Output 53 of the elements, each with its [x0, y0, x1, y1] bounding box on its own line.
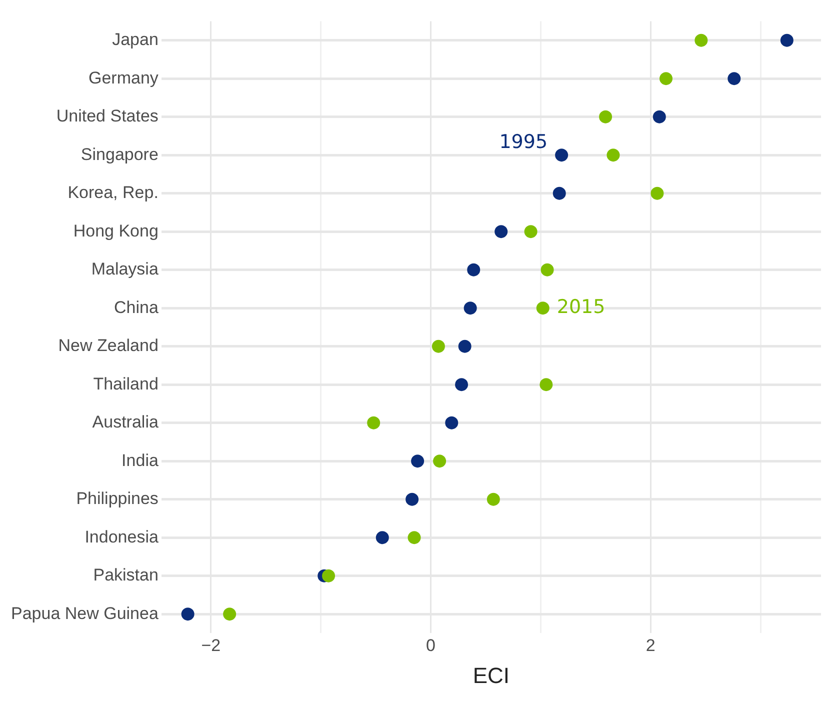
point: [660, 72, 672, 86]
y-tick-label: Thailand: [93, 374, 158, 394]
x-tick-label: 0: [426, 636, 436, 656]
point: [445, 416, 458, 430]
point: [694, 34, 708, 47]
point: [599, 110, 612, 124]
point: [458, 340, 472, 353]
point: [780, 34, 794, 47]
point: [433, 454, 446, 468]
point: [467, 263, 480, 276]
y-tick-label: Australia: [92, 412, 159, 432]
point: [494, 225, 508, 238]
point: [650, 186, 664, 200]
point: [555, 148, 568, 162]
y-tick-label: China: [114, 298, 159, 317]
point: [536, 302, 550, 315]
point: [552, 186, 566, 200]
x-tick-label: −2: [201, 636, 221, 656]
y-tick-label: Pakistan: [93, 566, 158, 585]
point: [223, 608, 236, 621]
point: [322, 569, 336, 582]
y-tick-label: United States: [56, 106, 158, 126]
x-tick-label: 2: [646, 636, 656, 656]
y-tick-label: Indonesia: [84, 527, 159, 546]
y-tick-label: Korea, Rep.: [68, 183, 158, 202]
point: [455, 378, 468, 392]
y-tick-label: Japan: [112, 30, 158, 50]
point: [540, 378, 553, 392]
y-tick-label: Germany: [88, 68, 159, 88]
point: [524, 225, 538, 238]
point: [406, 492, 419, 506]
point: [376, 531, 389, 544]
point: [367, 416, 380, 430]
y-tick-label: Papua New Guinea: [10, 604, 159, 623]
point: [181, 608, 194, 621]
point: [728, 72, 741, 86]
y-tick-label: Malaysia: [91, 260, 159, 279]
y-tick-label: Hong Kong: [73, 221, 158, 240]
x-axis-title: ECI: [472, 662, 510, 688]
point: [464, 302, 477, 315]
annotation: 1995: [499, 131, 548, 154]
point: [432, 340, 445, 353]
y-tick-label: New Zealand: [58, 336, 158, 356]
point: [540, 263, 554, 276]
point: [652, 110, 666, 124]
annotation: 2015: [556, 296, 606, 318]
point: [486, 492, 500, 506]
point: [411, 454, 424, 468]
point: [606, 148, 620, 162]
point: [408, 531, 421, 544]
y-tick-label: Singapore: [80, 144, 158, 164]
y-tick-label: Philippines: [76, 489, 158, 508]
y-tick-label: India: [122, 450, 159, 470]
